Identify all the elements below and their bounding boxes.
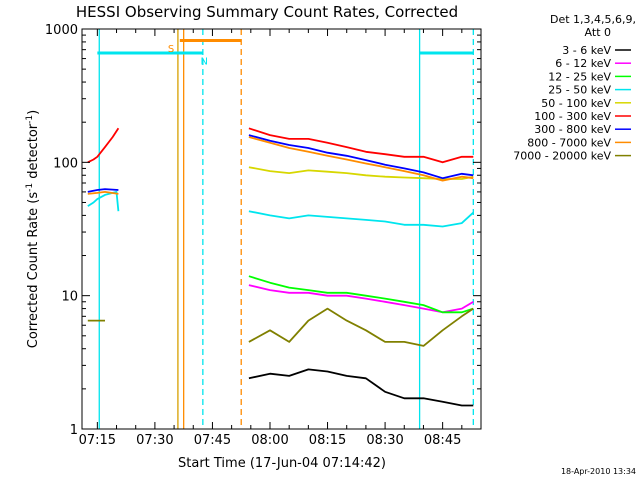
series-line (248, 368, 474, 407)
annotation-label: S (168, 44, 174, 55)
series-line (248, 307, 474, 347)
series-line (87, 127, 120, 164)
x-tick-label: 07:30 (136, 433, 173, 448)
y-tick-label: 1000 (45, 23, 78, 38)
x-axis: 07:15 07:30 07:45 08:00 08:15 08:30 08:45 (79, 29, 463, 448)
legend-label: 300 - 800 keV (534, 123, 611, 136)
y-axis-label-sup1: -1 (25, 183, 35, 192)
timestamp: 18-Apr-2010 13:34 (561, 467, 636, 476)
legend-label: 12 - 25 keV (548, 70, 611, 83)
x-axis-label: Start Time (17-Jun-04 07:14:42) (178, 456, 386, 471)
y-axis-label-main: Corrected Count Rate (s (26, 192, 41, 349)
y-axis: 1 10 100 1000 (45, 23, 481, 438)
legend-title-line2: Att 0 (585, 26, 611, 39)
x-tick-label: 08:30 (366, 433, 403, 448)
series-line (248, 136, 474, 182)
legend-title-line1: Det 1,3,4,5,6,9, (550, 13, 636, 26)
series-line (248, 210, 474, 228)
legend-label: 6 - 12 keV (555, 57, 611, 70)
y-axis-label-sup2: -1 (25, 115, 35, 124)
x-tick-label: 07:15 (79, 433, 116, 448)
plot-frame (81, 28, 482, 430)
annotation-label: N (200, 57, 207, 68)
series-line (87, 190, 120, 212)
chart-title: HESSI Observing Summary Count Rates, Cor… (76, 3, 458, 21)
series-line (248, 275, 474, 314)
x-tick-label: 07:45 (194, 433, 231, 448)
legend-label: 800 - 7000 keV (527, 136, 611, 149)
series-line (87, 188, 119, 193)
series-line (248, 134, 474, 180)
x-tick-label: 08:45 (424, 433, 461, 448)
y-axis-label: Corrected Count Rate (s-1 detector-1) (25, 110, 41, 348)
y-axis-label-mid: detector (26, 123, 41, 183)
plot-area: SN (87, 29, 474, 429)
x-tick-label: 08:00 (251, 433, 288, 448)
y-tick-label: 1 (70, 423, 78, 438)
legend-label: 3 - 6 keV (562, 44, 611, 57)
legend-label: 25 - 50 keV (548, 84, 611, 97)
series-line (87, 190, 119, 195)
legend-label: 7000 - 20000 keV (513, 150, 611, 163)
y-tick-label: 100 (53, 156, 78, 171)
series-group (87, 29, 474, 429)
series-line (248, 127, 474, 164)
x-tick-label: 08:15 (309, 433, 346, 448)
y-axis-label-end: ) (26, 110, 41, 115)
y-tick-label: 10 (61, 290, 78, 305)
legend-label: 50 - 100 keV (541, 97, 611, 110)
legend-label: 100 - 300 keV (534, 110, 611, 123)
